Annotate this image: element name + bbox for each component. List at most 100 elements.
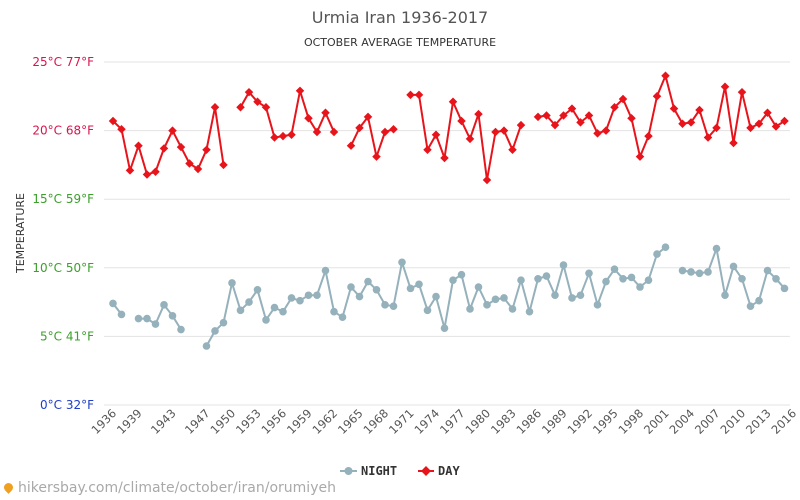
data-point[interactable]: [721, 291, 729, 300]
data-point[interactable]: [602, 277, 610, 286]
data-point[interactable]: [389, 124, 398, 134]
data-point[interactable]: [737, 87, 747, 97]
data-point[interactable]: [168, 312, 177, 320]
data-point[interactable]: [431, 130, 441, 139]
data-point[interactable]: [593, 301, 602, 309]
data-point[interactable]: [465, 134, 475, 144]
data-point[interactable]: [517, 276, 525, 284]
data-point[interactable]: [635, 152, 645, 161]
data-point[interactable]: [525, 307, 534, 316]
data-point[interactable]: [449, 276, 457, 284]
data-point[interactable]: [270, 303, 279, 312]
data-point[interactable]: [389, 302, 398, 311]
data-point[interactable]: [644, 131, 653, 141]
data-point[interactable]: [151, 320, 160, 328]
data-point[interactable]: [134, 314, 143, 323]
data-point[interactable]: [304, 114, 313, 123]
data-point[interactable]: [355, 292, 364, 301]
data-point[interactable]: [253, 97, 262, 107]
data-point[interactable]: [712, 244, 721, 253]
data-point[interactable]: [534, 274, 542, 283]
data-point[interactable]: [636, 283, 644, 291]
data-point[interactable]: [576, 291, 585, 300]
data-point[interactable]: [423, 145, 432, 155]
data-point[interactable]: [211, 327, 219, 335]
data-point[interactable]: [193, 164, 203, 174]
data-point[interactable]: [483, 301, 491, 309]
data-point[interactable]: [678, 266, 687, 275]
data-point[interactable]: [321, 266, 330, 275]
data-point[interactable]: [245, 298, 253, 306]
data-point[interactable]: [270, 133, 279, 142]
data-point[interactable]: [704, 268, 712, 276]
data-point[interactable]: [415, 280, 423, 289]
data-point[interactable]: [219, 160, 228, 170]
data-point[interactable]: [347, 283, 355, 291]
data-point[interactable]: [474, 283, 483, 291]
legend-item-night[interactable]: NIGHT: [340, 464, 397, 478]
data-point[interactable]: [542, 272, 551, 280]
data-point[interactable]: [381, 301, 389, 309]
data-point[interactable]: [491, 295, 500, 304]
data-point[interactable]: [236, 306, 245, 315]
data-point[interactable]: [329, 127, 339, 137]
data-point[interactable]: [313, 291, 321, 300]
data-point[interactable]: [228, 279, 236, 287]
data-point[interactable]: [746, 302, 755, 311]
data-point[interactable]: [763, 266, 772, 275]
data-point[interactable]: [508, 305, 517, 313]
data-point[interactable]: [125, 166, 135, 175]
data-point[interactable]: [644, 276, 653, 284]
data-point[interactable]: [653, 250, 661, 258]
data-point[interactable]: [202, 342, 211, 350]
data-point[interactable]: [295, 86, 305, 96]
data-point[interactable]: [500, 294, 508, 302]
data-point[interactable]: [142, 170, 152, 179]
data-point[interactable]: [627, 114, 636, 123]
data-point[interactable]: [516, 120, 526, 130]
data-point[interactable]: [159, 144, 169, 153]
data-point[interactable]: [551, 291, 559, 300]
data-point[interactable]: [508, 145, 517, 155]
data-point[interactable]: [601, 126, 611, 135]
data-point[interactable]: [338, 313, 347, 321]
data-point[interactable]: [661, 243, 670, 252]
data-point[interactable]: [619, 274, 627, 283]
data-point[interactable]: [287, 294, 296, 302]
data-point[interactable]: [134, 141, 143, 150]
data-point[interactable]: [772, 274, 780, 283]
footer-link[interactable]: hikersbay.com/climate/october/iran/orumi…: [2, 480, 336, 496]
data-point[interactable]: [278, 131, 288, 141]
data-point[interactable]: [262, 316, 270, 324]
data-point[interactable]: [109, 299, 117, 308]
data-point[interactable]: [432, 292, 440, 301]
data-point[interactable]: [559, 261, 568, 269]
data-point[interactable]: [372, 152, 381, 161]
data-point[interactable]: [729, 262, 738, 271]
footer-url[interactable]: hikersbay.com/climate/october/iran/orumi…: [18, 480, 336, 496]
data-point[interactable]: [346, 141, 356, 150]
data-point[interactable]: [202, 145, 211, 155]
data-point[interactable]: [466, 305, 474, 313]
data-point[interactable]: [372, 285, 381, 294]
data-point[interactable]: [448, 97, 458, 107]
data-point[interactable]: [729, 138, 738, 148]
data-point[interactable]: [457, 270, 466, 279]
data-point[interactable]: [117, 124, 126, 134]
legend-item-day[interactable]: DAY: [418, 464, 460, 478]
data-point[interactable]: [160, 301, 168, 309]
data-point[interactable]: [474, 109, 483, 119]
data-point[interactable]: [117, 310, 126, 319]
data-point[interactable]: [669, 104, 679, 113]
data-point[interactable]: [440, 153, 449, 163]
data-point[interactable]: [321, 108, 330, 118]
data-point[interactable]: [398, 258, 406, 267]
data-point[interactable]: [491, 127, 500, 137]
data-point[interactable]: [330, 307, 338, 316]
data-point[interactable]: [176, 142, 186, 152]
data-point[interactable]: [287, 130, 296, 139]
data-point[interactable]: [482, 175, 492, 185]
data-point[interactable]: [568, 294, 576, 302]
data-point[interactable]: [168, 126, 177, 135]
data-point[interactable]: [406, 90, 415, 100]
